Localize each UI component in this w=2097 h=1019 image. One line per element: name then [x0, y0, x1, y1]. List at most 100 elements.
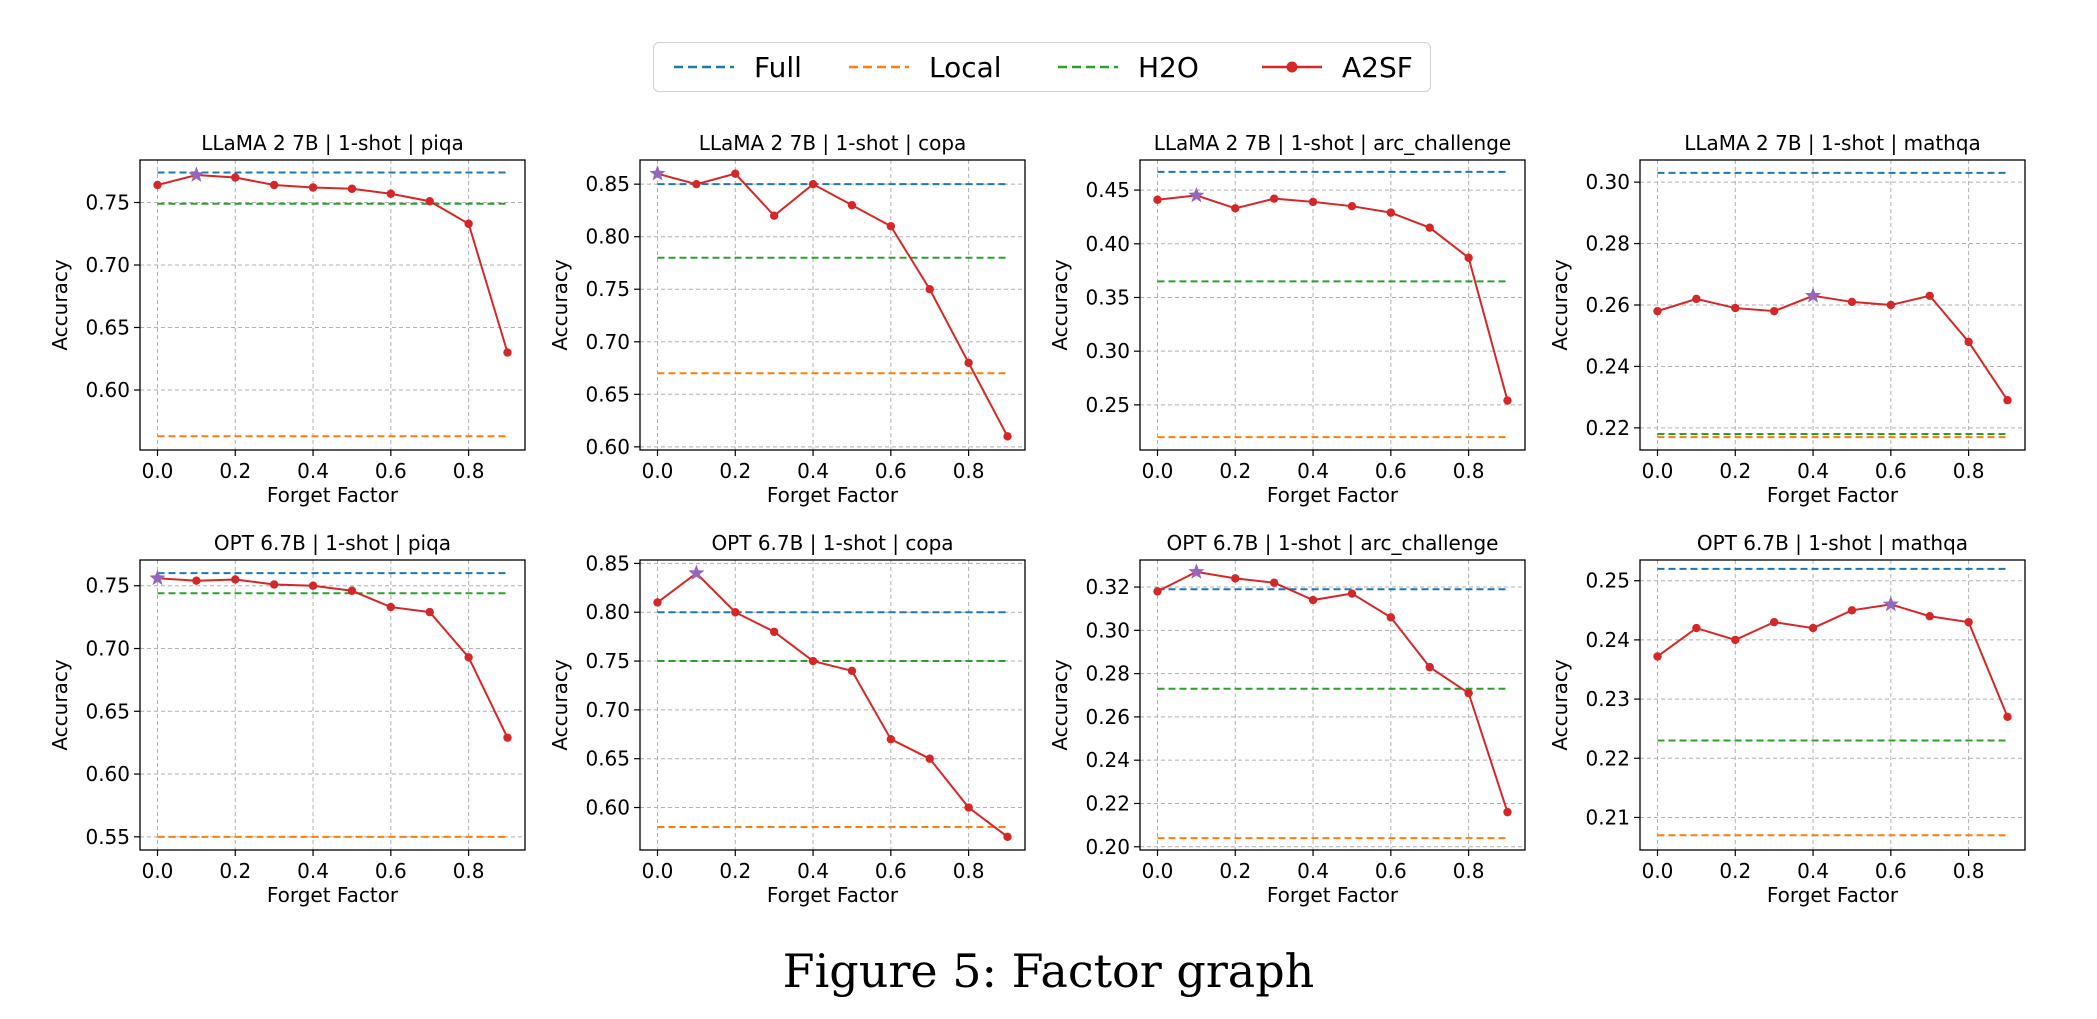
x-tick-label: 0.2	[1719, 459, 1751, 483]
y-tick-label: 0.24	[1085, 748, 1130, 772]
figure-caption: Figure 5: Factor graph	[782, 944, 1315, 998]
data-point	[1925, 612, 1934, 621]
series-line-a2sf	[656, 571, 1009, 838]
y-tick-label: 0.40	[1085, 232, 1130, 256]
y-tick-label: 0.28	[1585, 232, 1630, 256]
y-tick-label: 0.45	[1085, 178, 1130, 202]
x-tick-label: 0.0	[1142, 859, 1174, 883]
data-point	[964, 358, 973, 367]
data-point	[231, 173, 240, 182]
series-line-a2sf	[1656, 603, 2009, 718]
series-line-a2sf	[1657, 294, 2009, 401]
subplot-title: OPT 6.7B | 1-shot | copa	[711, 531, 953, 555]
data-point	[347, 586, 357, 595]
data-point	[886, 221, 896, 231]
data-point	[1347, 201, 1357, 211]
y-tick-label: 0.85	[585, 551, 630, 575]
x-tick-label: 0.4	[797, 459, 829, 483]
x-tick-label: 0.0	[1642, 459, 1674, 483]
x-tick-label: 0.8	[453, 859, 485, 883]
axes-frame	[1639, 559, 2026, 851]
series-line-a2sf	[1157, 194, 1509, 401]
y-axis-label: Accuracy	[1048, 259, 1072, 350]
y-axis-label: Accuracy	[1048, 659, 1072, 750]
x-tick-label: 0.4	[1797, 859, 1829, 883]
x-tick-label: 0.6	[1375, 859, 1407, 883]
subplot-2: 0.0 0.2 0.4 0.6 0.8 0.60 0.65 0.70 0.75 0.80 0.85 L…	[548, 131, 1026, 507]
y-tick-label: 0.60	[85, 762, 130, 786]
y-tick-label: 0.23	[1585, 687, 1630, 711]
x-tick-label: 0.2	[219, 859, 251, 883]
x-tick-label: 0.2	[219, 459, 251, 483]
data-point	[731, 169, 740, 178]
axes-frame	[139, 159, 526, 451]
y-tick-label: 0.30	[1085, 618, 1130, 642]
y-tick-label: 0.26	[1085, 705, 1130, 729]
y-axis-label: Accuracy	[1548, 259, 1572, 350]
x-axis-label: Forget Factor	[1767, 483, 1899, 507]
subplot-1: 0.0 0.2 0.4 0.6 0.8 0.60 0.65 0.70 0.75 LLaMA 2 7…	[48, 131, 526, 507]
y-tick-label: 0.75	[585, 649, 630, 673]
subplot-title: OPT 6.7B | 1-shot | piqa	[214, 531, 451, 555]
data-point	[1308, 197, 1318, 207]
best-point-star	[1188, 186, 1205, 203]
subplot-title: OPT 6.7B | 1-shot | arc_challenge	[1167, 531, 1499, 555]
x-tick-label: 0.2	[1219, 859, 1251, 883]
y-tick-label: 0.65	[85, 699, 130, 723]
legend-item-h2o: H2O	[1058, 43, 1199, 91]
axes-frame	[1139, 559, 1526, 851]
data-point	[1769, 617, 1779, 627]
x-tick-label: 0.0	[1142, 459, 1174, 483]
data-point	[425, 197, 434, 206]
data-point	[653, 598, 662, 607]
data-point	[1653, 306, 1662, 316]
x-axis-label: Forget Factor	[767, 483, 899, 507]
data-point	[347, 184, 357, 193]
best-point-star	[1188, 563, 1205, 579]
y-tick-label: 0.70	[85, 253, 130, 277]
y-tick-label: 0.60	[585, 796, 630, 820]
legend-item-a2sf: A2SF	[1262, 43, 1413, 91]
data-point	[1464, 253, 1473, 262]
y-tick-label: 0.35	[1085, 285, 1130, 309]
data-point	[1847, 606, 1857, 615]
data-point	[386, 189, 396, 198]
y-tick-label: 0.22	[1585, 416, 1630, 440]
x-axis-label: Forget Factor	[1767, 883, 1899, 907]
y-axis-label: Accuracy	[48, 659, 72, 750]
legend-swatch-a2sf	[1262, 61, 1322, 73]
data-point	[153, 180, 162, 190]
subplot-title: OPT 6.7B | 1-shot | mathqa	[1697, 531, 1968, 555]
y-tick-label: 0.24	[1585, 628, 1630, 652]
legend-item-local: Local	[849, 43, 1002, 91]
legend-label-h2o: H2O	[1138, 50, 1199, 84]
data-point	[1347, 589, 1357, 598]
data-point	[1731, 635, 1740, 645]
y-tick-label: 0.20	[1085, 835, 1130, 859]
subplot-4: 0.0 0.2 0.4 0.6 0.8 0.22 0.24 0.26 0.28 0.30 LLaMA…	[1548, 131, 2026, 507]
data-point	[1386, 208, 1396, 217]
x-tick-label: 0.0	[142, 859, 174, 883]
data-point	[1425, 223, 1434, 232]
x-tick-label: 0.0	[642, 459, 674, 483]
axes-frame	[639, 559, 1026, 851]
x-tick-label: 0.6	[1875, 859, 1907, 883]
data-point	[769, 627, 779, 636]
y-tick-label: 0.22	[1085, 791, 1130, 815]
x-axis-label: Forget Factor	[1267, 883, 1399, 907]
data-point	[925, 285, 934, 294]
x-tick-label: 0.4	[1797, 459, 1829, 483]
data-point	[1692, 623, 1701, 633]
y-tick-label: 0.65	[85, 316, 130, 340]
subplot-7: 0.0 0.2 0.4 0.6 0.8 0.20 0.22 0.24 0.26 0.28 0.30 0…	[1048, 531, 1526, 907]
axes-frame	[1139, 159, 1526, 451]
x-tick-label: 0.6	[1375, 459, 1407, 483]
data-point	[1386, 613, 1396, 622]
subplot-title: LLaMA 2 7B | 1-shot | arc_challenge	[1154, 131, 1511, 155]
data-point	[192, 576, 201, 585]
subplot-title: LLaMA 2 7B | 1-shot | copa	[699, 131, 967, 155]
axes-frame	[139, 559, 526, 851]
x-tick-label: 0.8	[953, 859, 985, 883]
data-point	[269, 580, 279, 589]
